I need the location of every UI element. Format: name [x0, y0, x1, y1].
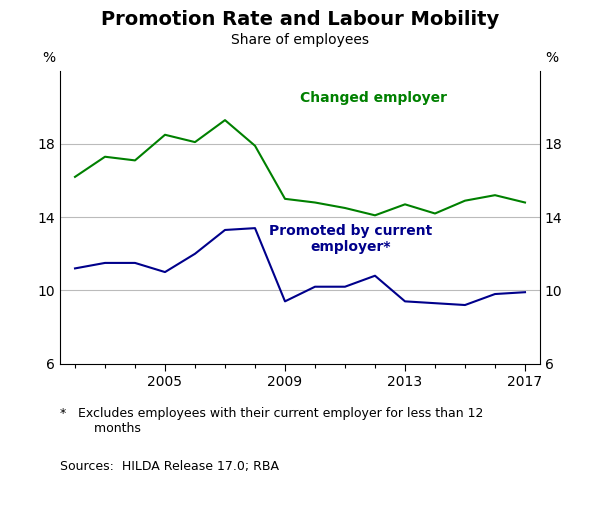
- Text: Changed employer: Changed employer: [300, 91, 447, 105]
- Text: %: %: [42, 51, 55, 65]
- Text: Promoted by current
employer*: Promoted by current employer*: [269, 224, 433, 254]
- Text: %: %: [545, 51, 558, 65]
- Text: Excludes employees with their current employer for less than 12
    months: Excludes employees with their current em…: [78, 407, 484, 434]
- Text: Share of employees: Share of employees: [231, 33, 369, 47]
- Text: Sources:  HILDA Release 17.0; RBA: Sources: HILDA Release 17.0; RBA: [60, 460, 279, 473]
- Text: *: *: [60, 407, 66, 420]
- Text: Promotion Rate and Labour Mobility: Promotion Rate and Labour Mobility: [101, 10, 499, 29]
